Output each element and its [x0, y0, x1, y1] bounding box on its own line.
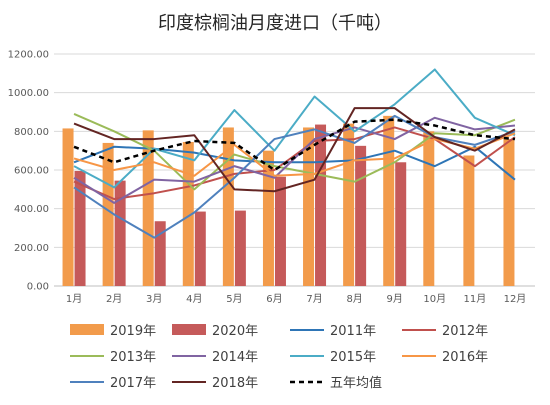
series-line-2013年 [73, 113, 516, 191]
bar-2020年 [114, 180, 126, 286]
x-tick-label: 9月 [387, 293, 403, 305]
line-layer [73, 68, 516, 239]
legend-swatch [172, 324, 206, 335]
bar-2019年 [303, 127, 315, 286]
legend-label: 2018年 [212, 376, 258, 391]
bar-2020年 [234, 210, 246, 286]
bar-2020年 [154, 221, 166, 286]
legend-label: 2016年 [442, 350, 488, 365]
bar-2020年 [194, 211, 206, 286]
x-tick-label: 11月 [464, 293, 487, 305]
legend-label: 2014年 [212, 350, 258, 365]
bar-2020年 [355, 145, 367, 286]
legend-label: 2017年 [110, 376, 156, 391]
legend-label: 2011年 [330, 324, 376, 339]
y-tick-label: 0.00 [27, 282, 49, 293]
bar-2019年 [463, 155, 475, 286]
legend-label: 2013年 [110, 350, 156, 365]
bar-2020年 [395, 162, 407, 286]
y-tick-label: 600.00 [14, 166, 49, 177]
legend-layer: 2019年 2020年 2011年 2012年 2013年 2014年 2015年 2016年… [70, 324, 488, 391]
bar-2019年 [102, 142, 114, 286]
y-tick-label: 800.00 [14, 127, 49, 138]
bar-2019年 [383, 115, 395, 286]
bar-2019年 [343, 123, 355, 286]
bar-2020年 [274, 176, 286, 286]
bar-2019年 [142, 130, 154, 286]
series-line-2015年 [73, 68, 516, 189]
x-tick-label: 5月 [226, 293, 242, 305]
series-line-2018年 [73, 107, 516, 193]
y-tick-label: 1000.00 [8, 88, 49, 99]
y-tick-label: 1200.00 [8, 50, 49, 61]
legend-label: 2020年 [212, 324, 258, 339]
bar-2019年 [62, 128, 74, 286]
chart-title: 印度棕榈油月度进口（千吨） [158, 13, 392, 34]
bar-layer [62, 115, 515, 286]
legend-label: 2015年 [330, 350, 376, 365]
axis-layer: 0.00 200.00 400.00 600.00 800.00 1000.00 1200.… [8, 50, 527, 306]
bar-2019年 [222, 127, 234, 286]
x-tick-label: 8月 [346, 293, 362, 305]
bar-2019年 [262, 150, 274, 286]
x-tick-label: 1月 [66, 293, 82, 305]
bar-2020年 [74, 170, 86, 286]
x-tick-label: 12月 [504, 293, 527, 305]
x-tick-label: 2月 [106, 293, 122, 305]
x-tick-label: 4月 [186, 293, 202, 305]
x-tick-label: 3月 [146, 293, 162, 305]
series-line-五年均值 [73, 118, 516, 172]
bar-2019年 [182, 141, 194, 286]
legend-label: 2019年 [110, 324, 156, 339]
series-line-2016年 [73, 132, 516, 177]
grid-layer [54, 53, 535, 287]
x-tick-label: 6月 [266, 293, 282, 305]
bar-2019年 [503, 139, 515, 286]
x-tick-label: 10月 [423, 293, 446, 305]
bar-2019年 [423, 131, 435, 286]
legend-swatch [70, 324, 104, 335]
legend-label: 2012年 [442, 324, 488, 339]
x-tick-label: 7月 [306, 293, 322, 305]
legend-label: 五年均值 [330, 375, 382, 391]
series-line-2012年 [73, 126, 516, 200]
y-tick-label: 400.00 [14, 204, 49, 215]
y-tick-label: 200.00 [14, 243, 49, 254]
bar-2020年 [315, 124, 327, 286]
